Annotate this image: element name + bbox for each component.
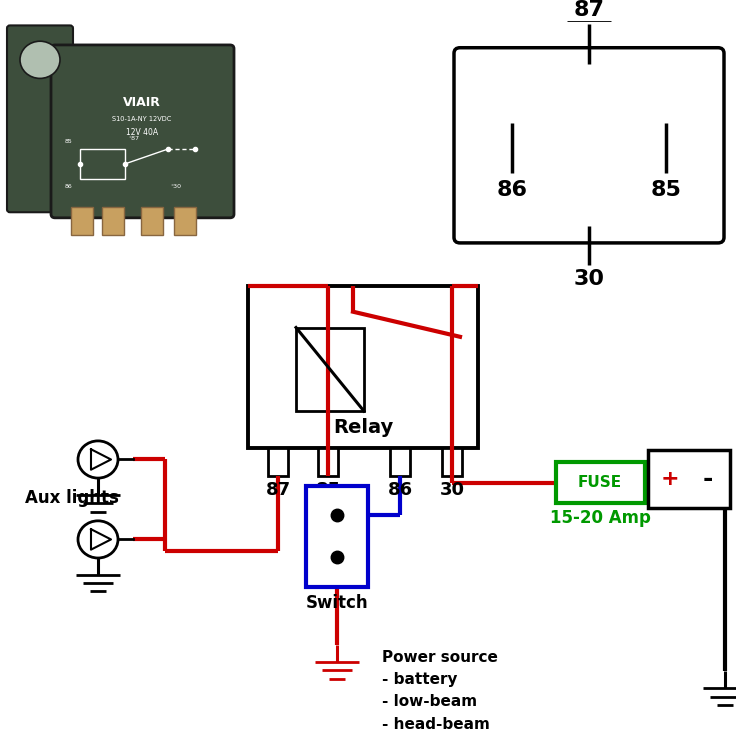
Text: 85: 85 xyxy=(64,139,72,143)
Text: °87: °87 xyxy=(128,136,139,141)
Bar xyxy=(174,207,196,234)
FancyBboxPatch shape xyxy=(7,25,73,212)
Text: 30: 30 xyxy=(439,481,464,499)
Text: 85: 85 xyxy=(651,180,682,200)
Text: FUSE: FUSE xyxy=(578,475,622,490)
Bar xyxy=(318,448,338,476)
Text: 87: 87 xyxy=(573,0,604,20)
FancyBboxPatch shape xyxy=(306,485,368,587)
Text: Relay: Relay xyxy=(333,418,393,437)
Text: 87: 87 xyxy=(266,481,291,499)
Bar xyxy=(248,286,478,448)
Text: 86: 86 xyxy=(387,481,413,499)
Text: VIAIR: VIAIR xyxy=(123,96,161,109)
Text: 86: 86 xyxy=(497,180,528,200)
Text: -: - xyxy=(703,467,713,491)
Text: 86: 86 xyxy=(64,184,72,189)
Bar xyxy=(296,327,364,411)
Bar xyxy=(390,448,410,476)
FancyBboxPatch shape xyxy=(51,45,234,218)
Circle shape xyxy=(78,441,118,478)
Bar xyxy=(141,207,163,234)
Text: Power source
- battery
- low-beam
- head-beam: Power source - battery - low-beam - head… xyxy=(382,650,498,732)
Circle shape xyxy=(78,521,118,558)
Text: S10-1A-NY 12VDC: S10-1A-NY 12VDC xyxy=(113,116,171,122)
Bar xyxy=(442,448,462,476)
Bar xyxy=(80,149,125,179)
Text: Aux lights: Aux lights xyxy=(25,488,119,507)
Circle shape xyxy=(20,42,60,79)
Text: °30: °30 xyxy=(170,184,181,189)
Bar xyxy=(268,448,288,476)
Text: Switch: Switch xyxy=(305,594,368,612)
Text: +: + xyxy=(661,469,679,489)
Text: 85: 85 xyxy=(316,481,341,499)
Text: 12V 40A: 12V 40A xyxy=(126,128,158,137)
FancyBboxPatch shape xyxy=(556,462,645,503)
Text: 30: 30 xyxy=(573,269,604,289)
Text: 15-20 Amp: 15-20 Amp xyxy=(550,509,651,527)
Bar xyxy=(71,207,93,234)
FancyBboxPatch shape xyxy=(454,47,724,243)
Bar xyxy=(648,450,730,508)
Bar xyxy=(102,207,124,234)
